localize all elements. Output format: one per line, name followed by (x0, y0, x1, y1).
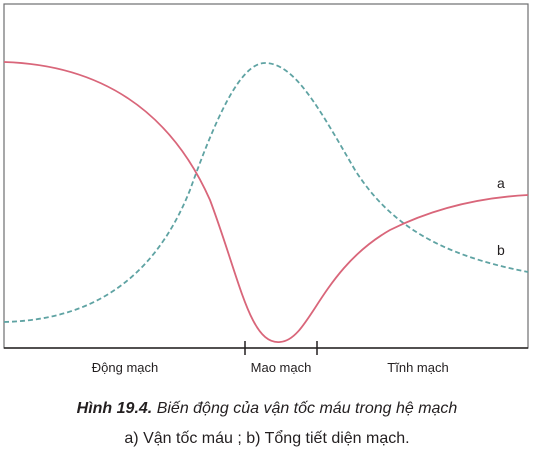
caption-title: Hình 19.4. Biến động của vận tốc máu tro… (77, 400, 458, 417)
caption-text: Biến động của vận tốc máu trong hệ mạch (157, 400, 458, 417)
curve-a (3, 61, 529, 343)
curve-label: a (497, 175, 505, 191)
caption-number: Hình 19.4. (77, 400, 153, 417)
region-label: Mao mạch (251, 360, 312, 375)
frame (3, 3, 529, 349)
curve-b (3, 62, 529, 323)
curve-label: b (497, 242, 505, 258)
caption-legend: a) Vận tốc máu ; b) Tổng tiết diện mạch. (124, 429, 409, 447)
region-label: Động mạch (92, 360, 158, 375)
region-label: Tĩnh mạch (387, 360, 448, 375)
